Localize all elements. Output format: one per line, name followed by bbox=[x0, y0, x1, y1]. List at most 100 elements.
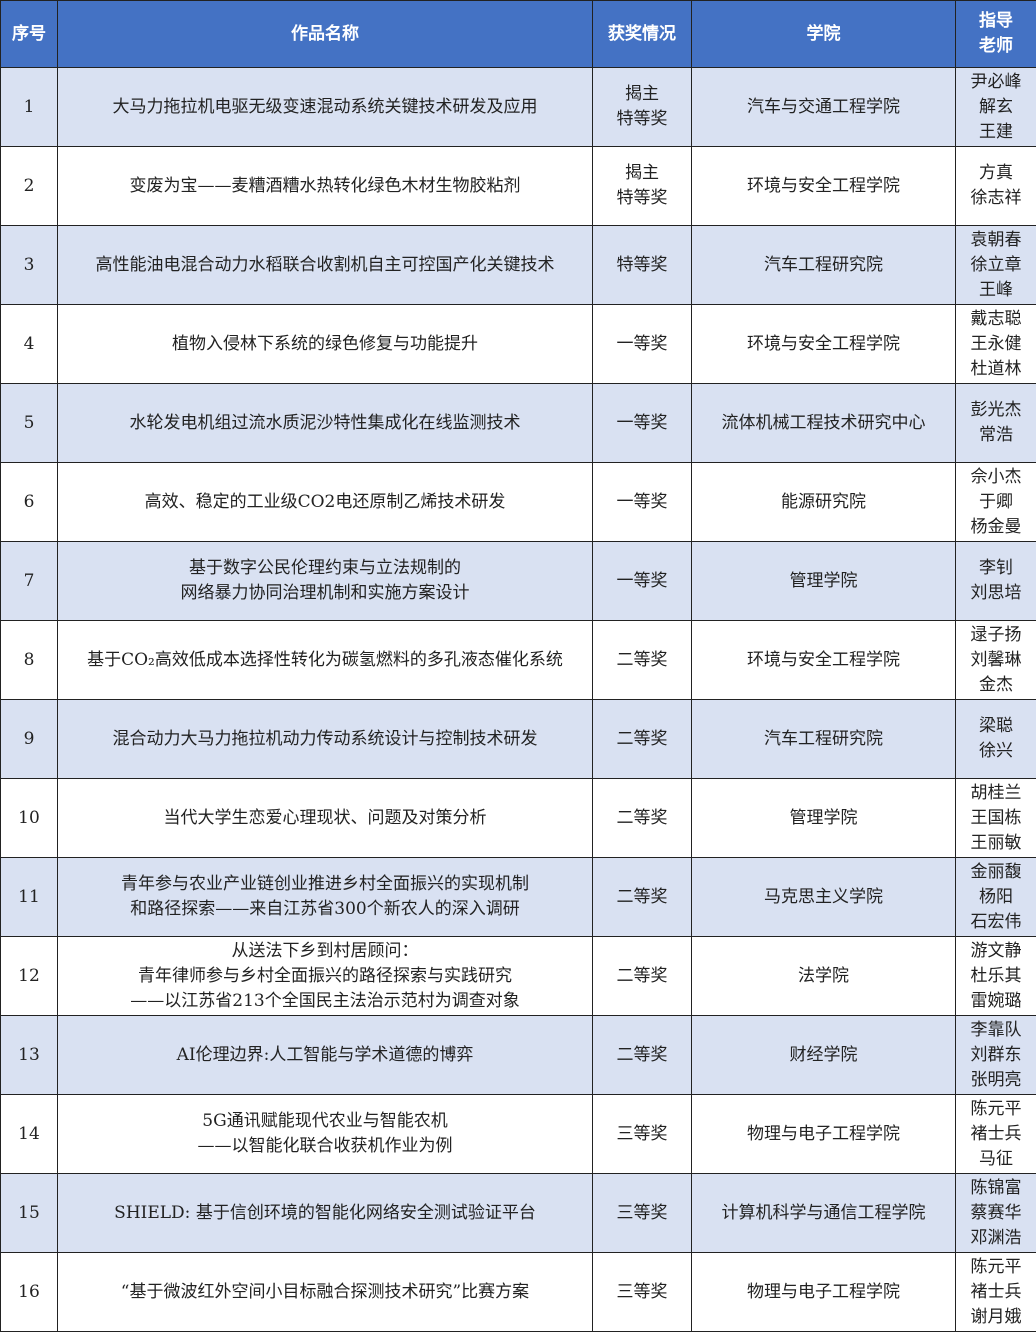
cell-award: 三等奖 bbox=[593, 1174, 692, 1253]
cell-number: 1 bbox=[1, 68, 58, 147]
cell-advisors: 戴志聪 王永健 杜道林 bbox=[956, 305, 1036, 384]
cell-advisors: 袁朝春 徐立章 王峰 bbox=[956, 226, 1036, 305]
cell-college: 管理学院 bbox=[692, 542, 956, 621]
cell-title: 青年参与农业产业链创业推进乡村全面振兴的实现机制 和路径探索——来自江苏省300… bbox=[58, 858, 593, 937]
cell-college: 汽车与交通工程学院 bbox=[692, 68, 956, 147]
header-row: 序号 作品名称 获奖情况 学院 指导 老师 bbox=[1, 1, 1036, 68]
cell-advisors: 李靠队 刘群东 张明亮 bbox=[956, 1016, 1036, 1095]
cell-college: 环境与安全工程学院 bbox=[692, 305, 956, 384]
cell-number: 6 bbox=[1, 463, 58, 542]
cell-number: 13 bbox=[1, 1016, 58, 1095]
cell-award: 三等奖 bbox=[593, 1253, 692, 1332]
cell-number: 7 bbox=[1, 542, 58, 621]
cell-advisors: 梁聪 徐兴 bbox=[956, 700, 1036, 779]
cell-advisors: 陈锦富 蔡赛华 邓渊浩 bbox=[956, 1174, 1036, 1253]
cell-award: 特等奖 bbox=[593, 226, 692, 305]
cell-title: SHIELD: 基于信创环境的智能化网络安全测试验证平台 bbox=[58, 1174, 593, 1253]
cell-title: 混合动力大马力拖拉机动力传动系统设计与控制技术研发 bbox=[58, 700, 593, 779]
cell-advisors: 胡桂兰 王国栋 王丽敏 bbox=[956, 779, 1036, 858]
cell-advisors: 金丽馥 杨阳 石宏伟 bbox=[956, 858, 1036, 937]
cell-award: 二等奖 bbox=[593, 1016, 692, 1095]
cell-advisors: 李钊 刘思培 bbox=[956, 542, 1036, 621]
cell-college: 马克思主义学院 bbox=[692, 858, 956, 937]
cell-title: 大马力拖拉机电驱无级变速混动系统关键技术研发及应用 bbox=[58, 68, 593, 147]
cell-title: 变废为宝——麦糟酒糟水热转化绿色木材生物胶粘剂 bbox=[58, 147, 593, 226]
cell-award: 揭主 特等奖 bbox=[593, 68, 692, 147]
cell-award: 一等奖 bbox=[593, 305, 692, 384]
cell-title: “基于微波红外空间小目标融合探测技术研究”比赛方案 bbox=[58, 1253, 593, 1332]
header-number: 序号 bbox=[1, 1, 58, 68]
cell-college: 财经学院 bbox=[692, 1016, 956, 1095]
cell-title: 从送法下乡到村居顾问： 青年律师参与乡村全面振兴的路径探索与实践研究 ——以江苏… bbox=[58, 937, 593, 1016]
header-college: 学院 bbox=[692, 1, 956, 68]
header-title: 作品名称 bbox=[58, 1, 593, 68]
cell-title: 基于数字公民伦理约束与立法规制的 网络暴力协同治理机制和实施方案设计 bbox=[58, 542, 593, 621]
cell-college: 法学院 bbox=[692, 937, 956, 1016]
cell-college: 环境与安全工程学院 bbox=[692, 147, 956, 226]
cell-award: 二等奖 bbox=[593, 700, 692, 779]
header-award: 获奖情况 bbox=[593, 1, 692, 68]
cell-award: 三等奖 bbox=[593, 1095, 692, 1174]
cell-award: 二等奖 bbox=[593, 621, 692, 700]
cell-advisors: 尹必峰 解玄 王建 bbox=[956, 68, 1036, 147]
cell-advisors: 游文静 杜乐其 雷婉璐 bbox=[956, 937, 1036, 1016]
cell-title: 当代大学生恋爱心理现状、问题及对策分析 bbox=[58, 779, 593, 858]
cell-advisors: 方真 徐志祥 bbox=[956, 147, 1036, 226]
cell-college: 汽车工程研究院 bbox=[692, 700, 956, 779]
cell-number: 10 bbox=[1, 779, 58, 858]
cell-title: 5G通讯赋能现代农业与智能农机 ——以智能化联合收获机作业为例 bbox=[58, 1095, 593, 1174]
cell-college: 环境与安全工程学院 bbox=[692, 621, 956, 700]
cell-award: 揭主 特等奖 bbox=[593, 147, 692, 226]
cell-award: 二等奖 bbox=[593, 779, 692, 858]
cell-advisors: 陈元平 褚士兵 谢月娥 bbox=[956, 1253, 1036, 1332]
cell-number: 14 bbox=[1, 1095, 58, 1174]
cell-number: 11 bbox=[1, 858, 58, 937]
cell-number: 12 bbox=[1, 937, 58, 1016]
cell-award: 一等奖 bbox=[593, 463, 692, 542]
cell-number: 8 bbox=[1, 621, 58, 700]
cell-number: 2 bbox=[1, 147, 58, 226]
cell-number: 9 bbox=[1, 700, 58, 779]
cell-award: 二等奖 bbox=[593, 858, 692, 937]
cell-college: 流体机械工程技术研究中心 bbox=[692, 384, 956, 463]
cell-title: 高效、稳定的工业级CO2电还原制乙烯技术研发 bbox=[58, 463, 593, 542]
cell-college: 能源研究院 bbox=[692, 463, 956, 542]
cell-college: 物理与电子工程学院 bbox=[692, 1095, 956, 1174]
cell-number: 15 bbox=[1, 1174, 58, 1253]
cell-advisors: 彭光杰 常浩 bbox=[956, 384, 1036, 463]
cell-advisors: 陈元平 褚士兵 马征 bbox=[956, 1095, 1036, 1174]
cell-title: 水轮发电机组过流水质泥沙特性集成化在线监测技术 bbox=[58, 384, 593, 463]
cell-award: 一等奖 bbox=[593, 384, 692, 463]
cell-college: 管理学院 bbox=[692, 779, 956, 858]
cell-number: 5 bbox=[1, 384, 58, 463]
cell-title: 植物入侵林下系统的绿色修复与功能提升 bbox=[58, 305, 593, 384]
cell-award: 一等奖 bbox=[593, 542, 692, 621]
cell-college: 计算机科学与通信工程学院 bbox=[692, 1174, 956, 1253]
cell-award: 二等奖 bbox=[593, 937, 692, 1016]
cell-college: 物理与电子工程学院 bbox=[692, 1253, 956, 1332]
cell-title: 基于CO₂高效低成本选择性转化为碳氢燃料的多孔液态催化系统 bbox=[58, 621, 593, 700]
cell-number: 3 bbox=[1, 226, 58, 305]
cell-advisors: 逯子扬 刘馨琳 金杰 bbox=[956, 621, 1036, 700]
cell-title: AI伦理边界:人工智能与学术道德的博弈 bbox=[58, 1016, 593, 1095]
header-advisors: 指导 老师 bbox=[956, 1, 1036, 68]
cell-title: 高性能油电混合动力水稻联合收割机自主可控国产化关键技术 bbox=[58, 226, 593, 305]
table-row: 16“基于微波红外空间小目标融合探测技术研究”比赛方案三等奖物理与电子工程学院陈… bbox=[1, 1253, 1036, 1332]
cell-college: 汽车工程研究院 bbox=[692, 226, 956, 305]
cell-advisors: 佘小杰 于卿 杨金曼 bbox=[956, 463, 1036, 542]
cell-number: 4 bbox=[1, 305, 58, 384]
